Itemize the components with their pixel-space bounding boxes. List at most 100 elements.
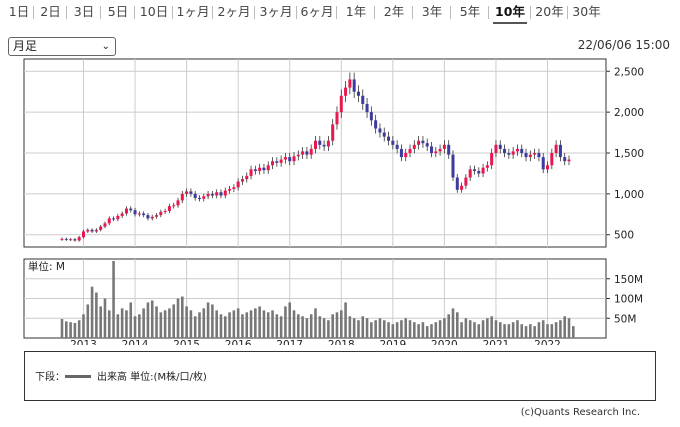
tab-1[interactable]: 2日 bbox=[40, 4, 61, 19]
candle-body bbox=[167, 206, 171, 212]
tab-5[interactable]: 1ヶ月 bbox=[176, 4, 210, 19]
tab-14[interactable]: 20年 bbox=[535, 4, 564, 19]
volume-bar bbox=[370, 322, 373, 338]
candle-body bbox=[395, 144, 399, 149]
tab-13[interactable]: 10年 bbox=[489, 0, 531, 24]
candle-body bbox=[348, 79, 352, 88]
tab-8[interactable]: 6ヶ月 bbox=[300, 4, 334, 19]
volume-bar bbox=[374, 320, 377, 338]
volume-bar bbox=[189, 310, 193, 338]
x-tick-label: 2018 bbox=[328, 339, 355, 345]
candle-body bbox=[69, 239, 73, 241]
candle-body bbox=[60, 238, 64, 240]
x-tick-label: 2014 bbox=[122, 339, 149, 345]
volume-bar bbox=[60, 319, 64, 338]
volume-tick-label: 100M bbox=[614, 294, 643, 306]
candle-body bbox=[434, 151, 438, 153]
candle-body bbox=[296, 154, 300, 157]
volume-bar bbox=[395, 322, 399, 338]
candle-body bbox=[159, 211, 163, 216]
volume-bar bbox=[206, 302, 210, 338]
candle-body bbox=[249, 169, 253, 176]
candle-body bbox=[90, 229, 94, 232]
tab-15[interactable]: 30年 bbox=[572, 4, 601, 19]
volume-bar bbox=[107, 310, 111, 338]
candle-body bbox=[94, 229, 98, 232]
candle-body bbox=[558, 144, 562, 158]
candle-body bbox=[485, 165, 489, 168]
volume-bar bbox=[408, 320, 412, 338]
volume-bar bbox=[486, 318, 489, 338]
candle-body bbox=[305, 151, 309, 155]
volume-bar bbox=[198, 312, 201, 338]
volume-bar bbox=[382, 320, 386, 338]
volume-bar bbox=[361, 316, 365, 338]
tab-separator bbox=[100, 6, 101, 19]
volume-bar bbox=[404, 318, 408, 338]
volume-bar bbox=[413, 322, 416, 338]
volume-bar bbox=[352, 318, 356, 338]
volume-bar bbox=[241, 314, 244, 338]
tab-6[interactable]: 2ヶ月 bbox=[217, 4, 251, 19]
candle-body bbox=[210, 193, 214, 196]
candle-body bbox=[266, 165, 270, 171]
candle-body bbox=[142, 213, 146, 216]
candle-body bbox=[64, 238, 68, 240]
candle-body bbox=[107, 218, 111, 224]
volume-bar bbox=[223, 316, 227, 338]
candle-body bbox=[99, 226, 103, 230]
volume-bar bbox=[172, 304, 176, 338]
tab-separator bbox=[296, 6, 297, 19]
volume-bar bbox=[494, 320, 498, 338]
candle-body bbox=[206, 193, 210, 197]
candle-body bbox=[451, 154, 455, 178]
volume-bar bbox=[339, 310, 343, 338]
volume-bar bbox=[507, 324, 511, 338]
tab-separator bbox=[374, 6, 375, 19]
tab-4[interactable]: 10日 bbox=[139, 4, 169, 19]
candle-body bbox=[365, 103, 369, 113]
candle-body bbox=[326, 140, 330, 147]
tab-12[interactable]: 5年 bbox=[459, 4, 481, 19]
candle-body bbox=[442, 144, 446, 149]
volume-bar bbox=[159, 312, 163, 338]
volume-tick-label: 150M bbox=[614, 274, 643, 286]
candle-body bbox=[73, 239, 77, 241]
volume-bar bbox=[473, 322, 476, 338]
volume-bar bbox=[249, 310, 253, 338]
volume-bar bbox=[65, 321, 68, 338]
tab-3[interactable]: 5日 bbox=[107, 4, 129, 19]
tab-9[interactable]: 1年 bbox=[345, 4, 367, 19]
candle-body bbox=[507, 153, 511, 155]
tab-0[interactable]: 1日 bbox=[8, 4, 30, 19]
volume-bar bbox=[116, 314, 120, 338]
chevron-down-icon: ⌄ bbox=[101, 41, 110, 52]
candle-body bbox=[202, 196, 206, 199]
candle-body bbox=[490, 153, 494, 166]
candle-body bbox=[155, 215, 159, 217]
candle-body bbox=[550, 153, 554, 166]
volume-bar bbox=[90, 286, 94, 338]
candle-body bbox=[387, 136, 391, 141]
volume-bar bbox=[511, 322, 515, 338]
tab-2[interactable]: 3日 bbox=[73, 4, 95, 19]
tab-7[interactable]: 3ヶ月 bbox=[259, 4, 293, 19]
volume-bar bbox=[322, 318, 326, 338]
candle-body bbox=[537, 153, 541, 158]
volume-bar bbox=[335, 312, 339, 338]
price-tick-label: 2,000 bbox=[614, 107, 644, 119]
volume-bar bbox=[150, 300, 154, 338]
period-select[interactable]: 月足 ⌄ bbox=[8, 37, 116, 56]
volume-bar bbox=[498, 322, 502, 338]
volume-bar bbox=[331, 314, 334, 338]
legend-label: 出来高 単位:(M株/口/枚) bbox=[97, 372, 207, 383]
volume-bar bbox=[138, 314, 141, 338]
volume-bar bbox=[142, 308, 145, 338]
candle-body bbox=[271, 161, 275, 166]
tab-10[interactable]: 2年 bbox=[383, 4, 405, 19]
tab-11[interactable]: 3年 bbox=[421, 4, 443, 19]
volume-bar bbox=[275, 314, 279, 338]
candle-body bbox=[137, 213, 141, 215]
volume-bar bbox=[430, 324, 433, 338]
candle-body bbox=[172, 205, 176, 207]
